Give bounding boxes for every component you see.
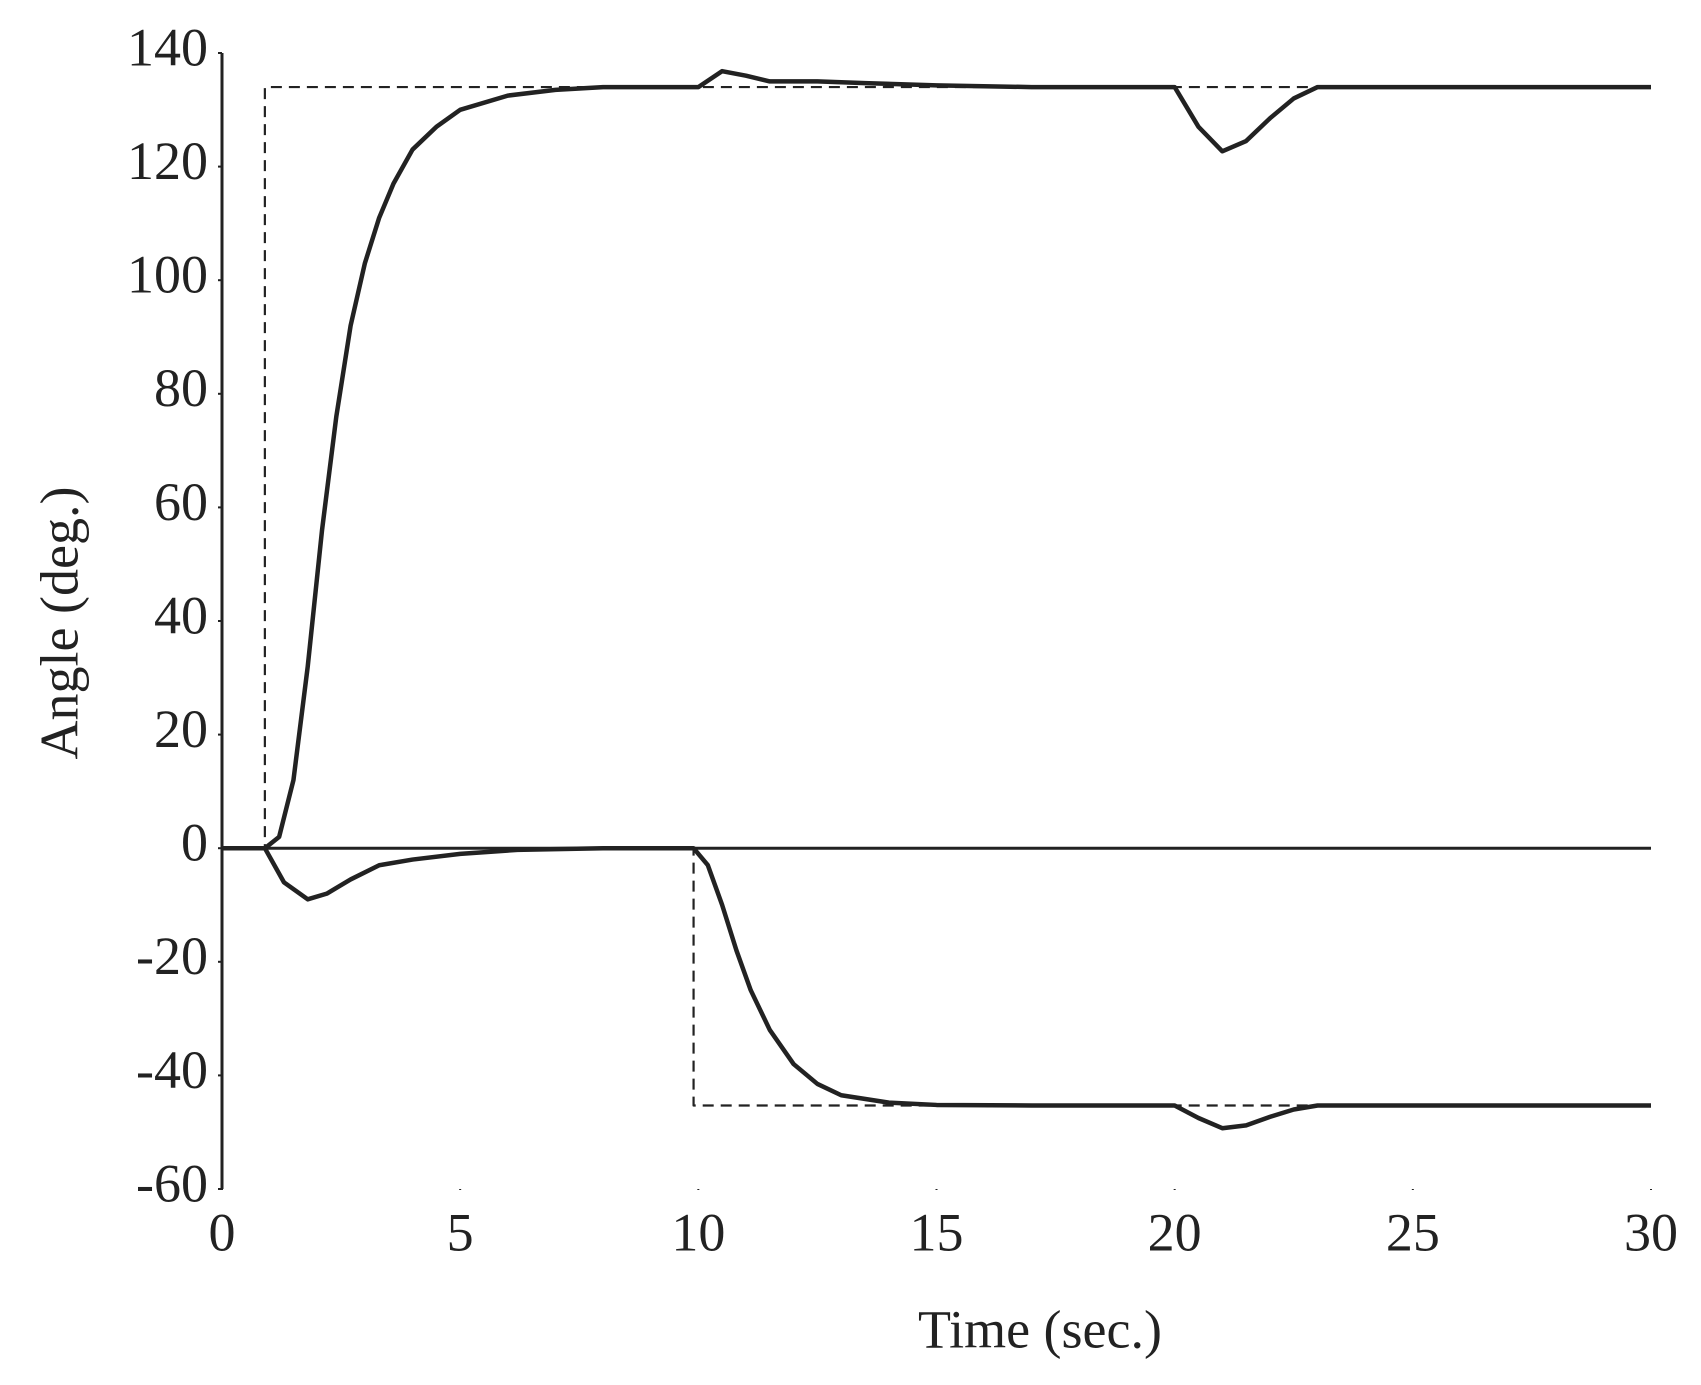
x-tick-label: 10: [671, 1202, 725, 1262]
y-tick-label: 80: [154, 358, 208, 418]
x-tick-label: 20: [1148, 1202, 1202, 1262]
x-tick-label: 5: [447, 1202, 474, 1262]
reference-line: [222, 847, 1651, 1107]
y-tick-label: -20: [136, 926, 208, 986]
x-tick-label: 15: [910, 1202, 964, 1262]
y-tick-label: 140: [127, 17, 208, 77]
y-axis-label: Angle (deg.): [29, 487, 89, 760]
y-tick-label: 120: [127, 131, 208, 191]
y-tick-label: 20: [154, 699, 208, 759]
x-tick-label: 25: [1386, 1202, 1440, 1262]
y-tick-label: 60: [154, 472, 208, 532]
x-tick-label: 30: [1624, 1202, 1678, 1262]
x-tick-label: 0: [209, 1202, 236, 1262]
response-line: [222, 68, 1651, 851]
y-tick-label: -40: [136, 1040, 208, 1100]
response-line: [222, 845, 1651, 1131]
y-tick-label: -60: [136, 1153, 208, 1213]
reference-line: [222, 85, 1651, 850]
x-axis-label: Time (sec.): [918, 1299, 1162, 1359]
y-tick-label: 0: [181, 813, 208, 873]
y-tick-label: 100: [127, 245, 208, 305]
y-tick-label: 40: [154, 585, 208, 645]
